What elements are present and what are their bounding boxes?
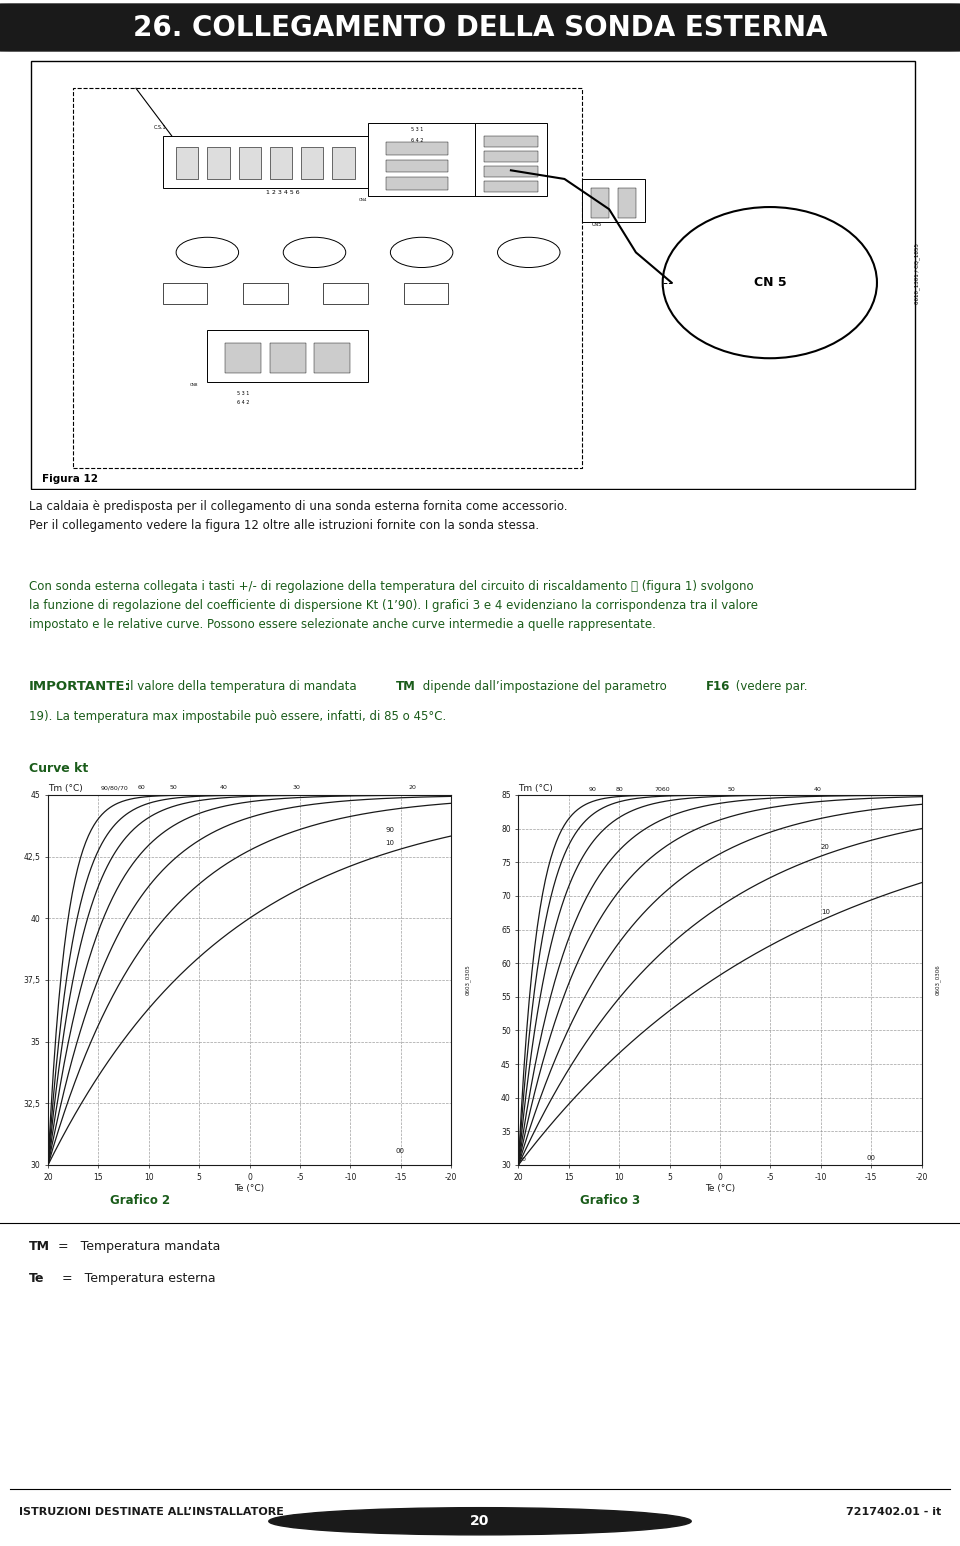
Text: Te: Te: [29, 1272, 44, 1285]
Text: 6 4 2: 6 4 2: [411, 138, 423, 144]
Circle shape: [497, 237, 560, 267]
FancyBboxPatch shape: [368, 122, 475, 196]
Bar: [270, 343, 305, 374]
Text: 90/80/70: 90/80/70: [101, 785, 129, 790]
Bar: [301, 147, 324, 179]
Bar: [163, 283, 207, 305]
Text: dipende dall’impostazione del parametro: dipende dall’impostazione del parametro: [419, 680, 670, 693]
Text: 00: 00: [866, 1155, 876, 1161]
Text: 7060: 7060: [655, 787, 670, 792]
Bar: [176, 147, 199, 179]
Bar: [618, 187, 636, 218]
Text: 30: 30: [293, 785, 300, 790]
Text: Tm (°C): Tm (°C): [518, 784, 553, 793]
Bar: [404, 283, 448, 305]
Text: 6 4 2: 6 4 2: [237, 399, 250, 405]
Text: ISTRUZIONI DESTINATE ALL’INSTALLATORE: ISTRUZIONI DESTINATE ALL’INSTALLATORE: [19, 1507, 284, 1517]
Text: 19). La temperatura max impostabile può essere, infatti, di 85 o 45°C.: 19). La temperatura max impostabile può …: [29, 710, 446, 724]
Text: 20: 20: [409, 785, 417, 790]
FancyBboxPatch shape: [583, 179, 645, 223]
Text: TM: TM: [396, 680, 416, 693]
Text: 80: 80: [615, 787, 623, 792]
Bar: [324, 283, 368, 305]
Text: 10: 10: [821, 909, 829, 915]
Bar: [315, 343, 350, 374]
Text: =   Temperatura mandata: = Temperatura mandata: [50, 1240, 220, 1252]
Text: Tm (°C): Tm (°C): [48, 784, 83, 793]
Text: 7217402.01 - it: 7217402.01 - it: [846, 1507, 941, 1517]
Text: 0603_0305: 0603_0305: [465, 965, 470, 996]
Bar: [484, 181, 538, 192]
Circle shape: [176, 237, 239, 267]
Bar: [386, 159, 448, 173]
Text: 10: 10: [386, 839, 395, 846]
Text: 50: 50: [728, 787, 735, 792]
Text: 5 3 1: 5 3 1: [411, 127, 423, 133]
Text: CN4: CN4: [359, 198, 368, 201]
Text: 00: 00: [396, 1147, 405, 1153]
Circle shape: [283, 237, 346, 267]
X-axis label: Te (°C): Te (°C): [234, 1184, 265, 1194]
X-axis label: Te (°C): Te (°C): [705, 1184, 735, 1194]
Text: 26. COLLEGAMENTO DELLA SONDA ESTERNA: 26. COLLEGAMENTO DELLA SONDA ESTERNA: [132, 14, 828, 42]
FancyBboxPatch shape: [163, 136, 386, 187]
Bar: [484, 152, 538, 162]
Bar: [239, 147, 261, 179]
Text: CN 5: CN 5: [754, 277, 786, 289]
Text: CN5: CN5: [591, 223, 602, 227]
Bar: [243, 283, 288, 305]
Circle shape: [391, 237, 453, 267]
Text: Grafico 3: Grafico 3: [581, 1194, 640, 1206]
Text: F16: F16: [706, 680, 730, 693]
Bar: [484, 136, 538, 147]
Text: 40: 40: [814, 787, 822, 792]
Text: Con sonda esterna collegata i tasti +/- di regolazione della temperatura del cir: Con sonda esterna collegata i tasti +/- …: [29, 580, 757, 631]
Text: =   Temperatura esterna: = Temperatura esterna: [50, 1272, 216, 1285]
Text: 50: 50: [170, 785, 178, 790]
Text: 20: 20: [470, 1514, 490, 1529]
Text: 0603_0306: 0603_0306: [935, 965, 941, 996]
Text: 40: 40: [220, 785, 228, 790]
Text: C.S.1: C.S.1: [154, 125, 166, 130]
Text: CN8: CN8: [189, 383, 198, 388]
Bar: [270, 147, 292, 179]
Ellipse shape: [662, 207, 877, 359]
Bar: [332, 147, 354, 179]
FancyBboxPatch shape: [475, 122, 546, 196]
Text: La caldaia è predisposta per il collegamento di una sonda esterna fornita come a: La caldaia è predisposta per il collegam…: [29, 499, 567, 532]
Bar: [226, 343, 261, 374]
Text: 5 3 1: 5 3 1: [237, 391, 250, 396]
FancyBboxPatch shape: [207, 331, 368, 382]
Text: 20: 20: [821, 844, 829, 850]
Text: Figura 12: Figura 12: [42, 473, 98, 484]
FancyBboxPatch shape: [0, 3, 960, 51]
Text: 90: 90: [386, 827, 395, 833]
Text: il valore della temperatura di mandata: il valore della temperatura di mandata: [123, 680, 360, 693]
Bar: [484, 165, 538, 176]
Circle shape: [269, 1507, 691, 1535]
FancyBboxPatch shape: [32, 60, 915, 489]
Text: 90: 90: [588, 787, 596, 792]
Text: Curve kt: Curve kt: [29, 762, 88, 776]
Bar: [386, 176, 448, 190]
Bar: [591, 187, 609, 218]
Text: (vedere par.: (vedere par.: [732, 680, 807, 693]
Text: 0610_1301 / CQ_1855: 0610_1301 / CQ_1855: [914, 244, 920, 305]
Bar: [386, 142, 448, 155]
Bar: [207, 147, 229, 179]
Text: TM: TM: [29, 1240, 50, 1252]
Text: 1 2 3 4 5 6: 1 2 3 4 5 6: [267, 190, 300, 195]
Text: 60: 60: [137, 785, 145, 790]
Text: IMPORTANTE:: IMPORTANTE:: [29, 680, 131, 693]
Text: Grafico 2: Grafico 2: [110, 1194, 170, 1206]
Text: 30: 30: [518, 1156, 526, 1161]
